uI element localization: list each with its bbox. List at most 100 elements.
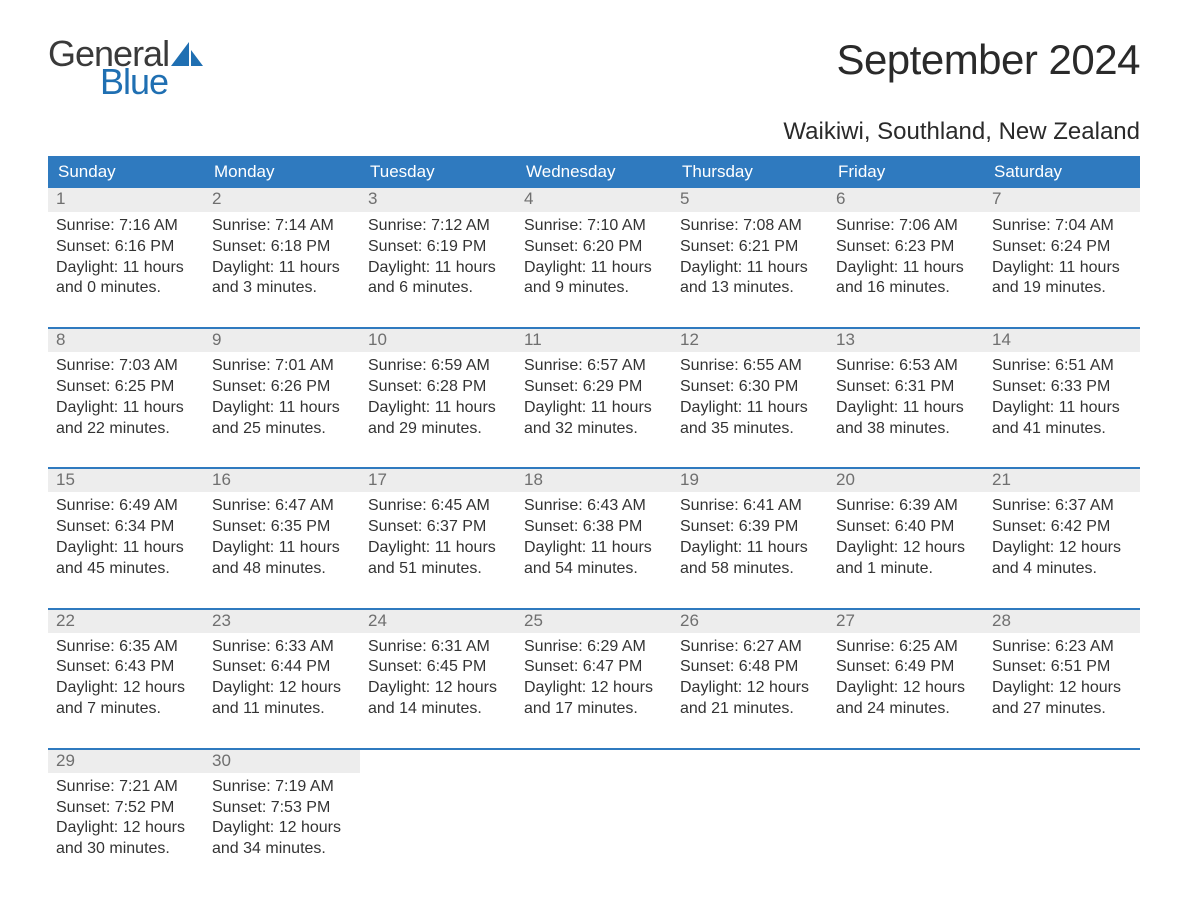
day-number: 3 <box>360 188 516 212</box>
day-number: 11 <box>516 328 672 352</box>
weekday-header: Friday <box>828 156 984 188</box>
sunset-line: Sunset: 6:43 PM <box>56 657 196 678</box>
day-number <box>516 749 672 773</box>
daylight-line: Daylight: 11 hours and 35 minutes. <box>680 398 820 440</box>
day-data: Sunrise: 7:21 AMSunset: 7:52 PMDaylight:… <box>48 773 204 870</box>
day-number: 23 <box>204 609 360 633</box>
day-number: 5 <box>672 188 828 212</box>
sunset-line: Sunset: 6:19 PM <box>368 237 508 258</box>
day-data: Sunrise: 7:16 AMSunset: 6:16 PMDaylight:… <box>48 212 204 328</box>
sunset-line: Sunset: 7:53 PM <box>212 798 352 819</box>
weekday-header-row: SundayMondayTuesdayWednesdayThursdayFrid… <box>48 156 1140 188</box>
weekday-header: Wednesday <box>516 156 672 188</box>
sunset-line: Sunset: 6:20 PM <box>524 237 664 258</box>
day-number: 4 <box>516 188 672 212</box>
daylight-line: Daylight: 11 hours and 9 minutes. <box>524 258 664 300</box>
sunrise-line: Sunrise: 7:01 AM <box>212 356 352 377</box>
daylight-line: Daylight: 12 hours and 30 minutes. <box>56 818 196 860</box>
day-number: 7 <box>984 188 1140 212</box>
sunset-line: Sunset: 6:47 PM <box>524 657 664 678</box>
daylight-line: Daylight: 11 hours and 29 minutes. <box>368 398 508 440</box>
day-number: 15 <box>48 468 204 492</box>
sunset-line: Sunset: 6:35 PM <box>212 517 352 538</box>
sunset-line: Sunset: 6:34 PM <box>56 517 196 538</box>
day-data: Sunrise: 6:57 AMSunset: 6:29 PMDaylight:… <box>516 352 672 468</box>
daylight-line: Daylight: 12 hours and 11 minutes. <box>212 678 352 720</box>
sunrise-line: Sunrise: 6:31 AM <box>368 637 508 658</box>
daynum-row: 1234567 <box>48 188 1140 212</box>
day-data: Sunrise: 7:01 AMSunset: 6:26 PMDaylight:… <box>204 352 360 468</box>
day-number: 13 <box>828 328 984 352</box>
data-row: Sunrise: 7:21 AMSunset: 7:52 PMDaylight:… <box>48 773 1140 870</box>
daylight-line: Daylight: 11 hours and 48 minutes. <box>212 538 352 580</box>
daylight-line: Daylight: 12 hours and 4 minutes. <box>992 538 1132 580</box>
daylight-line: Daylight: 12 hours and 27 minutes. <box>992 678 1132 720</box>
day-number: 2 <box>204 188 360 212</box>
daylight-line: Daylight: 12 hours and 17 minutes. <box>524 678 664 720</box>
sunrise-line: Sunrise: 6:27 AM <box>680 637 820 658</box>
header: General Blue September 2024 <box>48 36 1140 100</box>
day-number: 26 <box>672 609 828 633</box>
sunrise-line: Sunrise: 6:47 AM <box>212 496 352 517</box>
sunset-line: Sunset: 6:38 PM <box>524 517 664 538</box>
day-number: 20 <box>828 468 984 492</box>
daylight-line: Daylight: 11 hours and 22 minutes. <box>56 398 196 440</box>
sunset-line: Sunset: 6:49 PM <box>836 657 976 678</box>
day-data: Sunrise: 6:31 AMSunset: 6:45 PMDaylight:… <box>360 633 516 749</box>
daylight-line: Daylight: 11 hours and 54 minutes. <box>524 538 664 580</box>
sunset-line: Sunset: 6:42 PM <box>992 517 1132 538</box>
sunrise-line: Sunrise: 6:37 AM <box>992 496 1132 517</box>
day-data: Sunrise: 7:08 AMSunset: 6:21 PMDaylight:… <box>672 212 828 328</box>
day-number <box>360 749 516 773</box>
day-number <box>984 749 1140 773</box>
sunrise-line: Sunrise: 6:35 AM <box>56 637 196 658</box>
daylight-line: Daylight: 11 hours and 58 minutes. <box>680 538 820 580</box>
daylight-line: Daylight: 11 hours and 16 minutes. <box>836 258 976 300</box>
day-data: Sunrise: 7:12 AMSunset: 6:19 PMDaylight:… <box>360 212 516 328</box>
sunrise-line: Sunrise: 6:57 AM <box>524 356 664 377</box>
day-data: Sunrise: 7:04 AMSunset: 6:24 PMDaylight:… <box>984 212 1140 328</box>
day-data <box>516 773 672 870</box>
day-data: Sunrise: 6:39 AMSunset: 6:40 PMDaylight:… <box>828 492 984 608</box>
day-number: 8 <box>48 328 204 352</box>
sunrise-line: Sunrise: 7:03 AM <box>56 356 196 377</box>
day-number: 16 <box>204 468 360 492</box>
sunrise-line: Sunrise: 7:19 AM <box>212 777 352 798</box>
day-data: Sunrise: 6:47 AMSunset: 6:35 PMDaylight:… <box>204 492 360 608</box>
sunset-line: Sunset: 6:16 PM <box>56 237 196 258</box>
day-number: 18 <box>516 468 672 492</box>
weekday-header: Tuesday <box>360 156 516 188</box>
sunset-line: Sunset: 6:33 PM <box>992 377 1132 398</box>
sunset-line: Sunset: 6:37 PM <box>368 517 508 538</box>
daylight-line: Daylight: 12 hours and 21 minutes. <box>680 678 820 720</box>
data-row: Sunrise: 6:35 AMSunset: 6:43 PMDaylight:… <box>48 633 1140 749</box>
day-number: 30 <box>204 749 360 773</box>
sunset-line: Sunset: 6:26 PM <box>212 377 352 398</box>
sunrise-line: Sunrise: 6:25 AM <box>836 637 976 658</box>
daylight-line: Daylight: 12 hours and 7 minutes. <box>56 678 196 720</box>
data-row: Sunrise: 7:03 AMSunset: 6:25 PMDaylight:… <box>48 352 1140 468</box>
sunrise-line: Sunrise: 6:51 AM <box>992 356 1132 377</box>
sunrise-line: Sunrise: 6:43 AM <box>524 496 664 517</box>
day-number: 6 <box>828 188 984 212</box>
data-row: Sunrise: 6:49 AMSunset: 6:34 PMDaylight:… <box>48 492 1140 608</box>
day-data: Sunrise: 7:06 AMSunset: 6:23 PMDaylight:… <box>828 212 984 328</box>
daynum-row: 2930 <box>48 749 1140 773</box>
day-number: 19 <box>672 468 828 492</box>
day-number: 10 <box>360 328 516 352</box>
logo-word-2: Blue <box>100 64 205 100</box>
day-data: Sunrise: 6:49 AMSunset: 6:34 PMDaylight:… <box>48 492 204 608</box>
sunset-line: Sunset: 6:44 PM <box>212 657 352 678</box>
daylight-line: Daylight: 12 hours and 1 minute. <box>836 538 976 580</box>
daylight-line: Daylight: 11 hours and 32 minutes. <box>524 398 664 440</box>
day-number: 21 <box>984 468 1140 492</box>
day-data <box>828 773 984 870</box>
location-label: Waikiwi, Southland, New Zealand <box>48 118 1140 146</box>
day-number <box>828 749 984 773</box>
calendar-table: SundayMondayTuesdayWednesdayThursdayFrid… <box>48 156 1140 870</box>
day-number: 14 <box>984 328 1140 352</box>
daylight-line: Daylight: 12 hours and 24 minutes. <box>836 678 976 720</box>
sunset-line: Sunset: 6:48 PM <box>680 657 820 678</box>
daynum-row: 891011121314 <box>48 328 1140 352</box>
day-number: 12 <box>672 328 828 352</box>
